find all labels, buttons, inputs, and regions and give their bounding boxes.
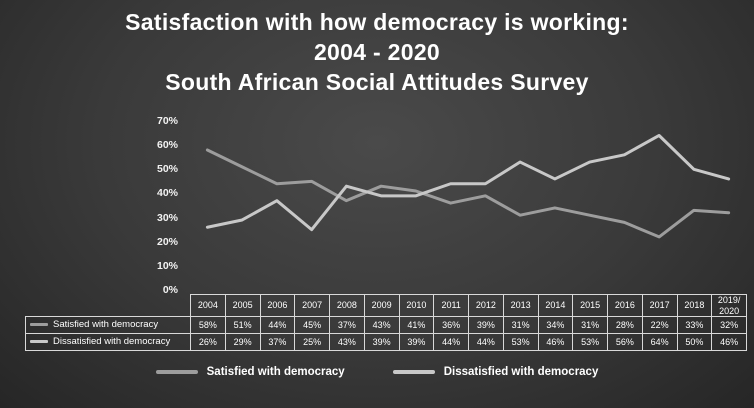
year-header-cell: 2008 [329, 294, 365, 317]
chart-title-line-1: Satisfaction with how democracy is worki… [125, 9, 629, 35]
table-row: Satisfied with democracy 58% 51% 44% 45% 37% 4… [25, 316, 747, 334]
value-cell: 22% [641, 316, 678, 334]
year-header-cell: 2013 [502, 294, 539, 317]
series-line-1 [205, 133, 731, 232]
series-label-cell: Satisfied with democracy [25, 316, 191, 334]
value-cell: 26% [190, 333, 226, 351]
value-cell: 36% [433, 316, 469, 334]
y-tick-label: 50% [156, 163, 178, 176]
value-cell: 58% [190, 316, 226, 334]
value-cell: 33% [676, 316, 713, 334]
y-tick-label: 40% [156, 187, 178, 200]
year-header-cell: 2012 [468, 294, 504, 317]
value-cell: 46% [537, 333, 574, 351]
value-cell: 64% [641, 333, 678, 351]
legend-item-1: Dissatisfied with democracy [392, 366, 599, 378]
value-cell: 44% [259, 316, 296, 334]
value-cell: 29% [224, 333, 261, 351]
chart-title-line-3: South African Social Attitudes Survey [165, 69, 589, 95]
y-tick-label: 60% [156, 139, 178, 152]
value-cell: 39% [398, 333, 435, 351]
year-header-cell: 2009 [363, 294, 400, 317]
value-cell: 39% [468, 316, 504, 334]
line-plot [205, 133, 731, 239]
value-cell: 44% [433, 333, 469, 351]
chart-title: Satisfaction with how democracy is worki… [0, 7, 754, 97]
year-header-cell: 2019/ 2020 [711, 294, 747, 317]
series-line-marker-icon [30, 322, 48, 326]
y-tick-label: 70% [156, 115, 178, 127]
legend-label: Satisfied with democracy [206, 366, 345, 378]
value-cell: 46% [711, 333, 747, 351]
legend-line-marker-icon [392, 370, 435, 374]
value-cell: 34% [537, 316, 574, 334]
year-header-cell: 2018 [676, 294, 713, 317]
value-cell: 31% [572, 316, 608, 334]
value-cell: 51% [224, 316, 261, 334]
year-header-cell: 2004 [190, 294, 226, 317]
value-cell: 45% [294, 316, 330, 334]
year-header-cell: 2016 [607, 294, 643, 317]
value-cell: 53% [502, 333, 539, 351]
value-cell: 44% [468, 333, 504, 351]
value-cell: 41% [398, 316, 435, 334]
year-header-cell: 2014 [537, 294, 574, 317]
table-corner-cell [26, 295, 191, 317]
value-cell: 32% [711, 316, 747, 334]
value-cell: 50% [676, 333, 713, 351]
value-cell: 53% [572, 333, 608, 351]
value-cell: 39% [363, 333, 400, 351]
year-header-cell: 2010 [398, 294, 435, 317]
value-cell: 28% [607, 316, 643, 334]
value-cell: 37% [259, 333, 296, 351]
legend: Satisfied with democracy Dissatisfied wit… [0, 366, 754, 378]
chart-title-line-2: 2004 - 2020 [313, 39, 441, 65]
year-header-cell: 2011 [433, 294, 469, 317]
series-line-marker-icon [30, 339, 48, 343]
legend-label: Dissatisfied with democracy [443, 366, 599, 378]
data-table: 2004 2005 2006 2007 2008 2009 2010 2011 2012 2013… [25, 294, 747, 351]
series-label: Satisfied with democracy [53, 318, 159, 330]
table-row: Dissatisfied with democracy 26% 29% 37% 25% 4… [25, 333, 747, 351]
y-axis-tick-labels: 0% 10% 20% 30% 40% 50% 60% 70% [136, 115, 184, 296]
y-tick-label: 0% [162, 284, 178, 296]
year-header-cell: 2015 [572, 294, 608, 317]
year-header-cell: 2006 [259, 294, 296, 317]
y-tick-label: 30% [156, 211, 178, 224]
value-cell: 25% [294, 333, 330, 351]
value-cell: 43% [363, 316, 400, 334]
year-header-cell: 2017 [641, 294, 678, 317]
series-label-cell: Dissatisfied with democracy [25, 333, 191, 351]
series-label: Dissatisfied with democracy [53, 335, 171, 347]
y-tick-label: 20% [156, 235, 178, 248]
year-header-cell: 2007 [294, 294, 330, 317]
value-cell: 43% [329, 333, 365, 351]
y-tick-label: 10% [156, 259, 178, 272]
value-cell: 31% [502, 316, 539, 334]
series-line-0 [205, 148, 731, 239]
year-header-cell: 2005 [224, 294, 261, 317]
value-cell: 37% [329, 316, 365, 334]
legend-line-marker-icon [155, 370, 198, 374]
value-cell: 56% [607, 333, 643, 351]
legend-item-0: Satisfied with democracy [155, 366, 345, 378]
